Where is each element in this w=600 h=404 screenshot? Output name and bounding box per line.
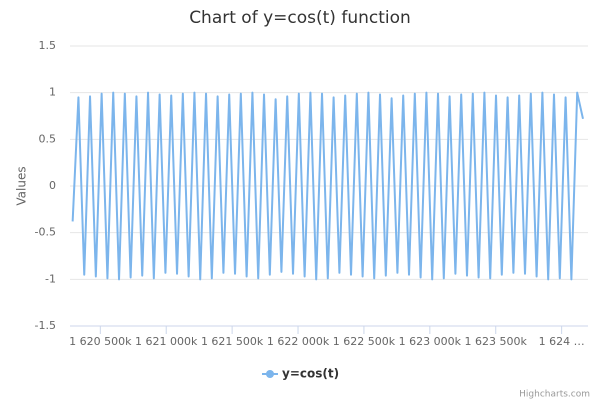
x-tick-label: 1 621 500k [201, 335, 264, 348]
legend-label[interactable]: y=cos(t) [282, 367, 339, 381]
y-tick-label: 1 [49, 86, 56, 99]
x-tick-label: 1 623 000k [399, 335, 462, 348]
y-tick-label: 0 [49, 179, 56, 192]
legend-marker[interactable] [266, 370, 274, 378]
y-tick-label: -1 [45, 272, 56, 285]
chart-title: Chart of y=cos(t) function [189, 8, 411, 28]
x-tick-label: 1 624 … [539, 335, 585, 348]
x-tick-label: 1 620 500k [69, 335, 132, 348]
y-axis-title: Values [15, 166, 29, 205]
y-tick-label: -1.5 [35, 319, 56, 332]
y-tick-label: 0.5 [39, 132, 57, 145]
x-tick-label: 1 622 000k [267, 335, 330, 348]
series-line [71, 91, 584, 281]
x-tick-label: 1 623 500k [465, 335, 528, 348]
credits[interactable]: Highcharts.com [519, 390, 590, 400]
x-tick-label: 1 622 500k [333, 335, 396, 348]
x-tick-label: 1 621 000k [135, 335, 198, 348]
y-tick-label: -0.5 [35, 226, 56, 239]
y-tick-label: 1.5 [39, 39, 57, 52]
